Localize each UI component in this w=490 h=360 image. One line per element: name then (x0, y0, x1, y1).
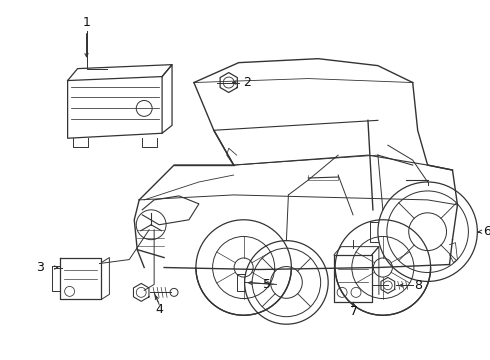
Text: 6: 6 (483, 225, 490, 238)
Text: 3: 3 (36, 261, 44, 274)
Text: 2: 2 (243, 76, 250, 89)
Text: 5: 5 (263, 278, 270, 291)
Text: 1: 1 (83, 16, 91, 30)
Text: 4: 4 (155, 303, 163, 316)
Text: 7: 7 (350, 305, 358, 318)
Text: 8: 8 (414, 279, 422, 292)
